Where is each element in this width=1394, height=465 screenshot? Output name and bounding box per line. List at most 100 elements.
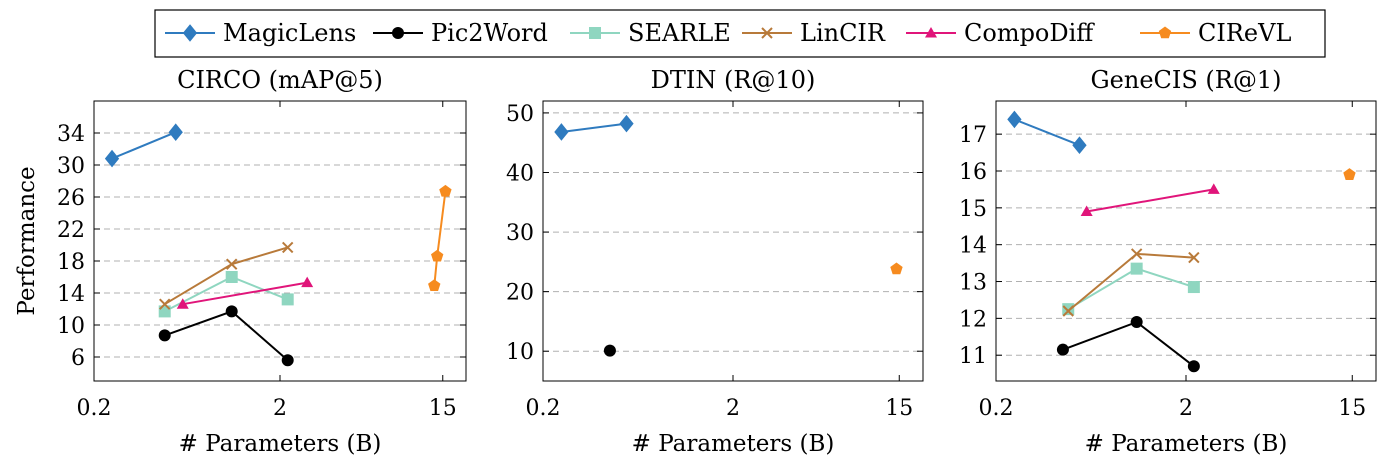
x-tick-label: 2 xyxy=(1179,396,1193,421)
legend-marker-magiclens xyxy=(182,24,198,42)
x-tick-label: 15 xyxy=(885,396,913,421)
legend-label-searle: SEARLE xyxy=(628,19,731,47)
data-point-magiclens xyxy=(619,114,634,133)
series-pic2word xyxy=(158,305,294,367)
y-tick-label: 30 xyxy=(506,221,534,246)
legend-item-cirevl: CIReVL xyxy=(1140,19,1291,47)
legend: MagicLens Pic2Word SEARLE LinCIR CompoDiff CI… xyxy=(154,9,1326,58)
y-tick-label: 30 xyxy=(57,154,85,179)
legend-label-pic2word: Pic2Word xyxy=(431,19,548,47)
series-compodiff xyxy=(176,276,314,309)
y-tick-label: 17 xyxy=(959,123,987,148)
x-tick-label: 15 xyxy=(429,396,457,421)
x-axis-label: # Parameters (B) xyxy=(1085,431,1288,457)
data-point-searle xyxy=(225,271,238,283)
series-magiclens xyxy=(104,123,183,168)
series-magiclens xyxy=(554,114,634,141)
panel-title: DTIN (R@10) xyxy=(651,66,816,94)
legend-marker-lincir xyxy=(761,27,773,39)
panel-title: CIRCO (mAP@5) xyxy=(177,66,383,94)
series-line-magiclens xyxy=(1014,118,1080,147)
data-point-lincir xyxy=(1062,305,1074,317)
data-point-pic2word xyxy=(1056,343,1069,356)
series-lincir xyxy=(1062,248,1200,317)
series-line-lincir xyxy=(1067,252,1194,312)
legend-marker-cirevl xyxy=(1158,26,1172,39)
data-point-pic2word xyxy=(1187,360,1200,373)
x-tick-label: 0.2 xyxy=(526,396,561,421)
legend-item-lincir: LinCIR xyxy=(742,19,886,47)
y-tick-label: 10 xyxy=(57,314,85,339)
y-tick-label: 26 xyxy=(57,186,85,211)
data-point-searle xyxy=(1130,262,1143,275)
data-point-lincir xyxy=(1130,248,1143,260)
y-tick-label: 50 xyxy=(506,102,534,127)
data-point-compodiff xyxy=(1207,183,1220,194)
data-point-magiclens xyxy=(1007,110,1022,129)
data-point-magiclens xyxy=(168,123,183,141)
x-axis-label: # Parameters (B) xyxy=(632,431,835,457)
series-searle xyxy=(1062,262,1200,316)
data-point-pic2word xyxy=(603,344,616,357)
series-line-magiclens xyxy=(111,131,177,160)
data-point-magiclens xyxy=(554,123,569,141)
y-tick-label: 22 xyxy=(57,218,85,243)
legend-label-cirevl: CIReVL xyxy=(1198,19,1291,47)
data-point-pic2word xyxy=(225,305,238,318)
data-point-cirevl xyxy=(439,184,452,197)
series-cirevl xyxy=(428,184,452,292)
y-tick-label: 10 xyxy=(506,340,534,365)
legend-item-magiclens: MagicLens xyxy=(165,19,356,47)
plot-frame xyxy=(542,100,924,382)
y-tick-label: 14 xyxy=(959,234,987,259)
panel-circo-map-5: 6 10 14 18 22 26 30 34 0.2 2 15 CIRCO (mAP@5) # Para… xyxy=(14,66,467,457)
legend-label-lincir: LinCIR xyxy=(800,19,886,47)
y-tick-label: 12 xyxy=(959,307,987,332)
series-cirevl xyxy=(890,262,903,275)
data-point-searle xyxy=(1187,281,1200,294)
legend-item-searle: SEARLE xyxy=(570,19,731,47)
series-compodiff xyxy=(1080,183,1220,217)
y-tick-label: 34 xyxy=(57,122,85,147)
data-point-searle xyxy=(1062,303,1075,316)
legend-label-compodiff: CompoDiff xyxy=(964,19,1095,47)
series-line-magiclens xyxy=(561,122,627,133)
series-line-compodiff xyxy=(1086,188,1214,213)
data-point-cirevl xyxy=(428,279,441,292)
x-tick-label: 2 xyxy=(726,396,740,421)
data-point-pic2word xyxy=(158,329,171,342)
data-point-cirevl xyxy=(1343,168,1356,180)
series-line-searle xyxy=(1067,267,1195,311)
legend-item-pic2word: Pic2Word xyxy=(373,19,548,47)
y-tick-label: 14 xyxy=(57,282,85,307)
data-point-lincir xyxy=(1188,251,1200,264)
data-point-lincir xyxy=(159,298,171,310)
data-point-magiclens xyxy=(104,149,120,168)
data-point-compodiff xyxy=(176,298,189,309)
series-line-compodiff xyxy=(182,281,308,306)
legend-marker-compodiff xyxy=(925,27,937,38)
legend-frame xyxy=(154,9,1326,58)
data-point-cirevl xyxy=(890,262,903,275)
series-line-pic2word xyxy=(1062,320,1195,368)
data-point-compodiff xyxy=(1080,205,1093,217)
data-point-lincir xyxy=(225,258,238,270)
legend-marker-pic2word xyxy=(392,27,404,39)
series-cirevl xyxy=(1343,168,1356,180)
plot-frame xyxy=(93,100,467,382)
panel-genecis-r-1: 11 12 13 14 15 16 17 0.2 2 15 GeneCIS (R@1) # Param… xyxy=(959,66,1377,457)
data-point-magiclens xyxy=(1072,136,1087,155)
series-line-cirevl xyxy=(433,191,447,286)
panel-title: GeneCIS (R@1) xyxy=(1090,66,1281,94)
series-line-pic2word xyxy=(164,310,289,361)
x-tick-label: 2 xyxy=(273,396,287,421)
y-tick-label: 20 xyxy=(506,281,534,306)
data-point-cirevl xyxy=(431,249,444,262)
data-point-pic2word xyxy=(1130,316,1143,329)
y-tick-label: 16 xyxy=(959,160,987,185)
panel-dtin-r-10: 10 20 30 40 50 0.2 2 15 DTIN (R@10) # Parameters … xyxy=(506,66,924,457)
x-axis-label: # Parameters (B) xyxy=(179,431,382,457)
y-tick-label: 11 xyxy=(959,344,987,369)
y-tick-label: 15 xyxy=(959,197,987,222)
